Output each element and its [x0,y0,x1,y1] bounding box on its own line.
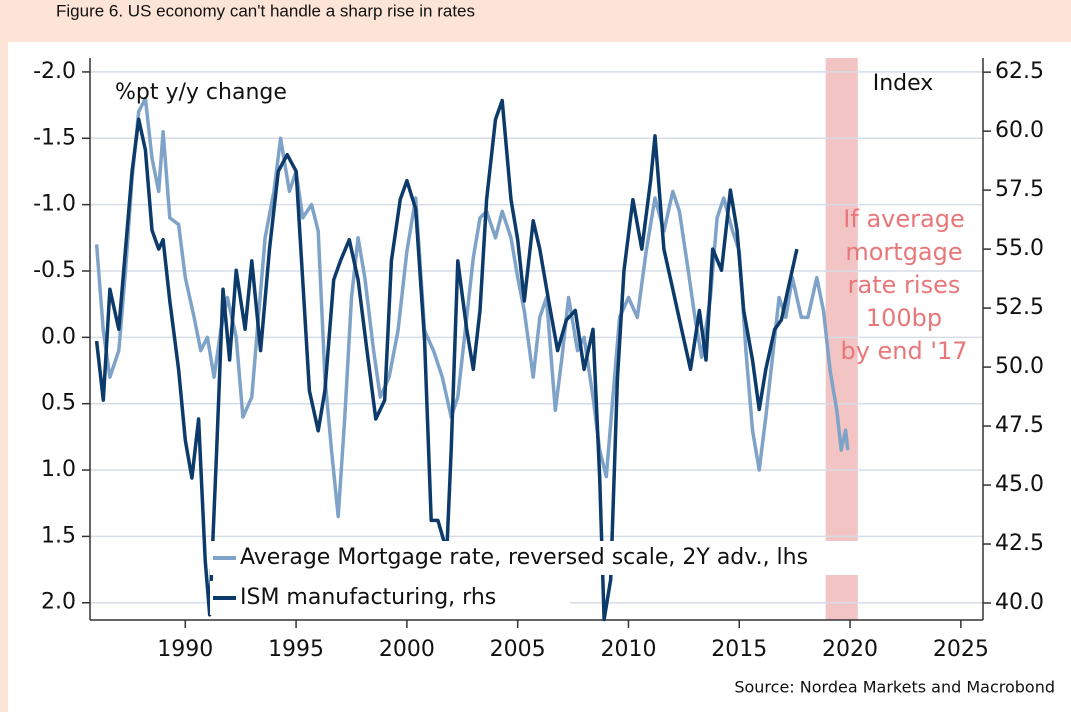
x-tick-label: 2015 [711,637,767,662]
y2-tick-label: 40.0 [995,590,1044,615]
y2-tick-label: 42.5 [995,531,1044,556]
y-tick-label: 0.0 [41,324,76,349]
y2-tick-label: 55.0 [995,236,1044,261]
y2-tick-label: 57.5 [995,177,1044,202]
x-tick-label: 2010 [600,637,656,662]
annotation: 100bp [866,304,942,332]
x-tick-label: 2000 [379,637,435,662]
chart-title: Figure 6. US economy can't handle a shar… [56,1,475,20]
y-axis-label: %pt y/y change [115,80,287,105]
x-tick-label: 1990 [157,637,213,662]
shaded-span [825,58,858,620]
x-tick-label: 1995 [268,637,324,662]
y2-tick-label: 47.5 [995,413,1044,438]
y2-tick-label: 62.5 [995,59,1044,84]
y2-tick-label: 52.5 [995,295,1044,320]
y-tick-label: 1.0 [41,457,76,482]
annotation: by end '17 [840,337,967,365]
y-tick-label: 2.0 [41,590,76,615]
legend-label: Average Mortgage rate, reversed scale, 2… [240,545,808,570]
legend-bg [210,581,570,615]
y2-tick-label: 60.0 [995,118,1044,143]
annotation: rate rises [848,271,961,299]
annotation: If average [843,205,964,233]
legend-bg [210,541,950,575]
annotation: mortgage [845,238,962,266]
x-tick-label: 2025 [933,637,989,662]
y2-tick-label: 50.0 [995,354,1044,379]
legend-label: ISM manufacturing, rhs [240,585,496,610]
y-tick-label: -2.0 [33,59,76,84]
series-line [94,98,799,622]
y2-tick-label: 45.0 [995,472,1044,497]
y-tick-label: 0.5 [41,391,76,416]
y-tick-label: -0.5 [33,258,76,283]
x-tick-label: 2005 [490,637,546,662]
source: Source: Nordea Markets and Macrobond [734,678,1055,697]
y-tick-label: 1.5 [41,523,76,548]
y-tick-label: -1.5 [33,125,76,150]
x-tick-label: 2020 [822,637,878,662]
y2-axis-label: Index [873,71,934,96]
y-tick-label: -1.0 [33,192,76,217]
